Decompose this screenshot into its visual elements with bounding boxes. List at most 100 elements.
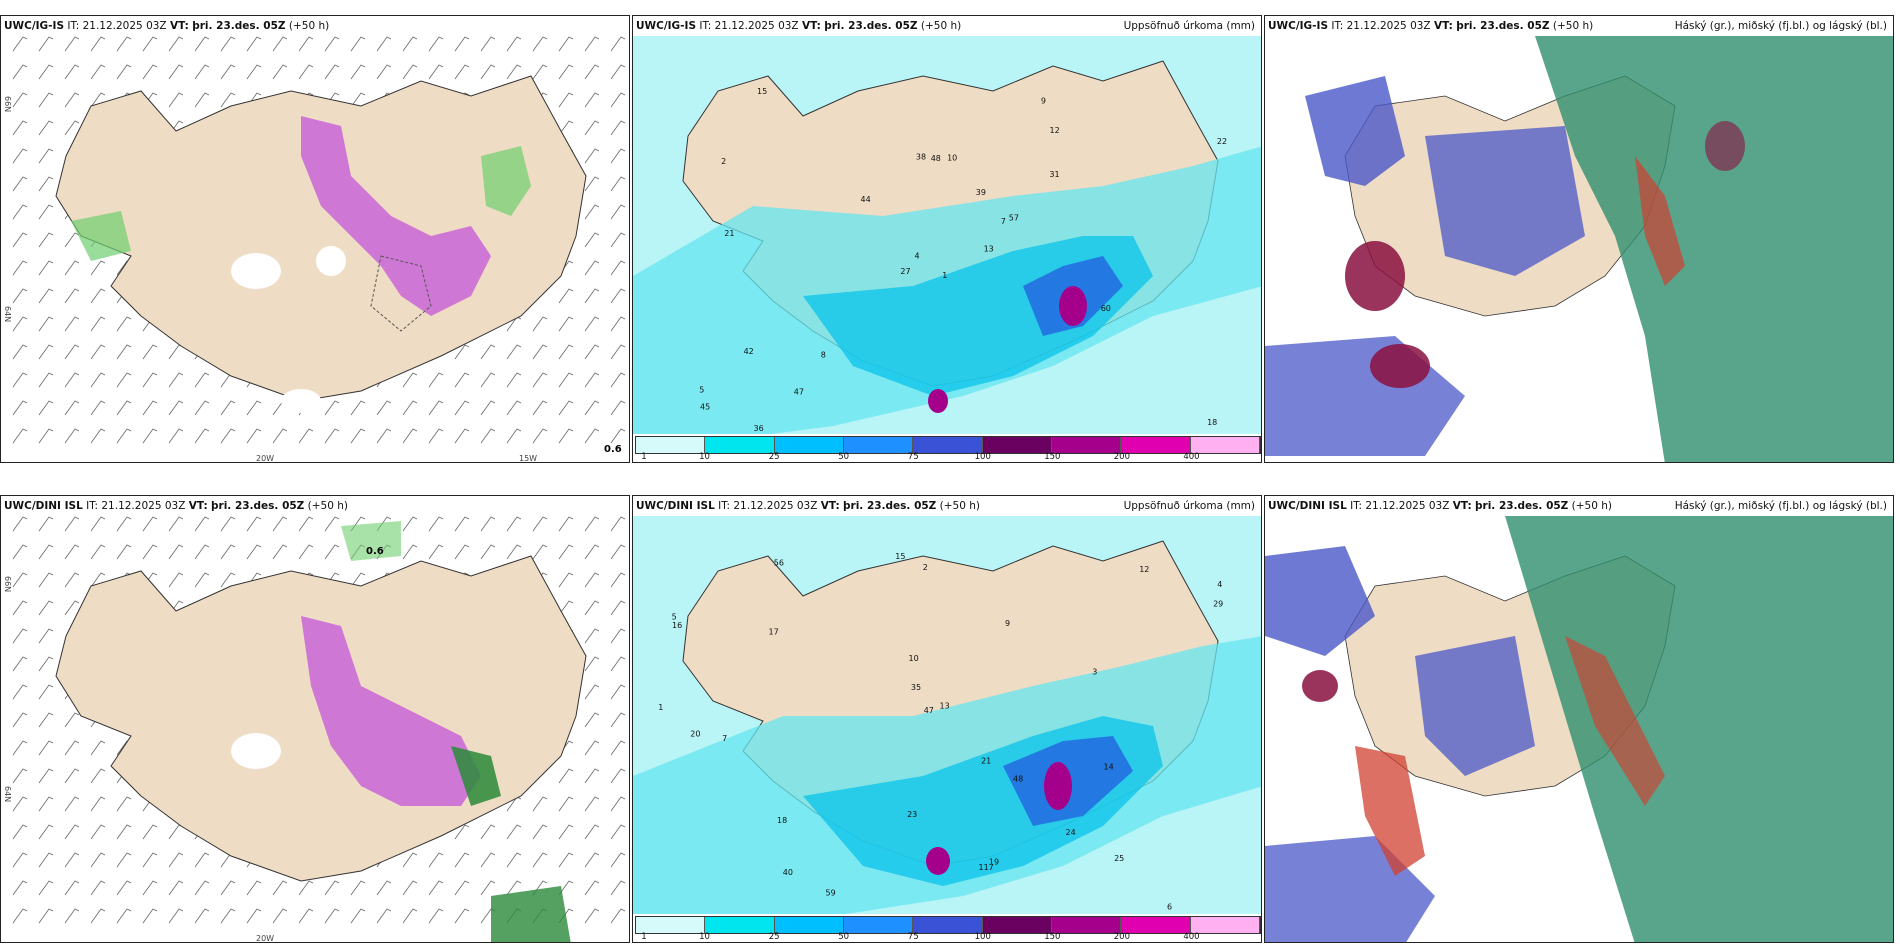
wind-barb — [584, 516, 600, 532]
wind-barb — [376, 880, 392, 896]
it-label: IT: — [699, 20, 712, 32]
cloud-low-1 — [1302, 670, 1338, 702]
wind-barb — [558, 600, 574, 616]
wind-barb — [350, 572, 366, 588]
wind-barb — [610, 120, 626, 136]
wind-barb — [480, 344, 496, 360]
cloud-low-2 — [1370, 344, 1430, 388]
wind-barb — [12, 344, 28, 360]
wind-barb — [402, 516, 418, 532]
wind-barb — [90, 740, 106, 756]
wind-barb — [480, 428, 496, 444]
axis-label-lat64: 64N — [3, 306, 12, 323]
wind-barb — [584, 600, 600, 616]
panel-header: UWC/DINI ISL IT: 21.12.2025 03Z VT: þri.… — [633, 496, 1261, 516]
vt-value: þri. 23.des. 05Z — [1475, 500, 1569, 512]
wind-barb — [454, 908, 470, 924]
wind-barb — [324, 36, 340, 52]
wind-barb — [38, 372, 54, 388]
wind-barb — [12, 544, 28, 560]
legend-swatch — [1190, 917, 1260, 933]
wind-barb — [610, 628, 626, 644]
wind-barb — [194, 544, 210, 560]
wind-barb — [220, 908, 236, 924]
cloud-mid-1 — [1265, 546, 1375, 656]
axis-label-lat66: 66N — [3, 96, 12, 113]
precip-value-label: 6 — [1167, 903, 1172, 912]
wind-barb — [246, 544, 262, 560]
wind-barb — [142, 400, 158, 416]
it-label: IT: — [718, 500, 731, 512]
wind-barb — [90, 260, 106, 276]
wind-barb — [12, 684, 28, 700]
wind-barb — [194, 92, 210, 108]
wind-barb — [246, 880, 262, 896]
wind-barb — [116, 824, 132, 840]
wind-barb — [428, 372, 444, 388]
wind-barb — [64, 768, 80, 784]
wind-barb — [558, 768, 574, 784]
wind-barb — [428, 880, 444, 896]
wind-barb — [324, 428, 340, 444]
precip-value-label: 21 — [724, 229, 734, 238]
wind-barb — [38, 64, 54, 80]
precip-value-label: 16 — [672, 621, 682, 630]
wind-barb — [584, 64, 600, 80]
wind-barb — [38, 516, 54, 532]
wind-barb — [350, 92, 366, 108]
precip-value-label: 13 — [940, 702, 950, 711]
precip-value-label: 42 — [744, 347, 754, 356]
wind-barb — [298, 544, 314, 560]
it-value: 21.12.2025 03Z — [1365, 500, 1450, 512]
cloud-map-r2 — [1265, 516, 1893, 942]
wind-barb — [142, 36, 158, 52]
wind-barb — [194, 852, 210, 868]
legend-tick: 100 — [974, 932, 991, 942]
wind-barb — [116, 428, 132, 444]
precip-value-label: 40 — [783, 868, 793, 877]
it-label: IT: — [67, 20, 80, 32]
wind-barb — [12, 852, 28, 868]
wind-barb — [480, 36, 496, 52]
lead-time: (+50 h) — [307, 500, 348, 512]
wind-barb — [454, 544, 470, 560]
wind-barb — [116, 516, 132, 532]
wind-barb — [116, 344, 132, 360]
precip-value-label: 39 — [976, 188, 986, 197]
precip-value-label: 12 — [1050, 126, 1060, 135]
wind-barb — [38, 880, 54, 896]
wind-barb — [298, 880, 314, 896]
wind-barb — [116, 908, 132, 924]
wind-barb — [428, 908, 444, 924]
wind-barb — [506, 372, 522, 388]
wind-barb — [558, 316, 574, 332]
wind-barb — [12, 516, 28, 532]
wind-barb — [12, 92, 28, 108]
cloud-mid-2 — [1425, 126, 1585, 276]
wind-barb — [142, 824, 158, 840]
legend-swatch — [705, 437, 775, 453]
wind-barb — [64, 852, 80, 868]
wind-barb — [90, 544, 106, 560]
wind-barb — [298, 64, 314, 80]
legend-swatch — [774, 917, 844, 933]
lead-time: (+50 h) — [920, 20, 962, 32]
vt-label: VT: — [820, 500, 840, 512]
model-name: UWC/IG-IS — [636, 20, 697, 32]
it-label: IT: — [1350, 500, 1363, 512]
wind-barb — [168, 516, 184, 532]
wind-barb — [610, 880, 626, 896]
wind-barb — [194, 36, 210, 52]
legend-tick: 25 — [768, 932, 780, 942]
wind-barb — [38, 316, 54, 332]
panel-header: UWC/DINI ISL IT: 21.12.2025 03Z VT: þri.… — [1265, 496, 1893, 516]
legend-swatch — [843, 917, 914, 933]
wind-barb — [64, 824, 80, 840]
precip-value-label: 7 — [1001, 217, 1006, 226]
wind-barb — [402, 372, 418, 388]
wind-barb — [506, 880, 522, 896]
wind-barb — [532, 372, 548, 388]
legend-tick: 150 — [1044, 932, 1061, 942]
wind-barb — [64, 880, 80, 896]
wind-barb — [558, 428, 574, 444]
